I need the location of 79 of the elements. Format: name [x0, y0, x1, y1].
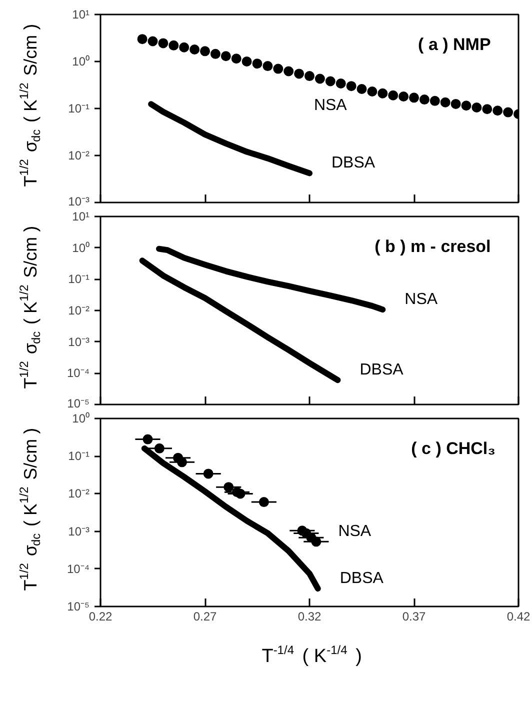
- point: [472, 102, 482, 112]
- point: [311, 536, 322, 547]
- point: [346, 81, 356, 92]
- point: [220, 51, 231, 62]
- point: [231, 54, 242, 64]
- point: [492, 106, 503, 116]
- series-label: NSA: [338, 523, 372, 540]
- y-tick-label: 10⁻²: [68, 486, 90, 501]
- point: [378, 88, 388, 98]
- point: [235, 488, 246, 499]
- point: [154, 443, 164, 454]
- point: [179, 42, 190, 52]
- point: [440, 97, 450, 108]
- point: [409, 92, 419, 103]
- y-tick-label: 10⁻¹: [68, 272, 90, 286]
- text: ( b ) m - cresol: [374, 237, 491, 256]
- point: [461, 100, 472, 111]
- point: [258, 497, 269, 508]
- y-tick-label: 10⁻⁵: [67, 396, 90, 410]
- y-tick-label: 10⁻⁵: [67, 600, 90, 614]
- y-tick-label: 10⁻¹: [68, 102, 90, 116]
- y-tick-label: 10⁰: [72, 54, 90, 68]
- point: [398, 92, 409, 102]
- x-tick-label: 0.37: [402, 610, 426, 624]
- x-tick-label: 0.27: [193, 610, 218, 624]
- point: [503, 107, 514, 118]
- point: [200, 46, 210, 56]
- point: [367, 86, 378, 96]
- point: [294, 68, 304, 79]
- point: [224, 482, 234, 492]
- x-tick-label: 0.32: [298, 610, 322, 624]
- point: [430, 96, 440, 106]
- point: [314, 74, 325, 84]
- y-axis-title: T1/2 σdc ( K1/2 S/cm ): [17, 24, 43, 187]
- point: [177, 457, 188, 468]
- y-tick-label: 10⁰: [72, 240, 90, 255]
- point: [137, 34, 148, 44]
- point: [148, 36, 158, 46]
- point: [142, 434, 153, 444]
- series-label: NSA: [404, 291, 438, 308]
- y-tick-label: 10⁰: [72, 412, 90, 426]
- y-tick-label: 10⁻²: [68, 148, 90, 162]
- series-label: DBSA: [332, 154, 376, 172]
- y-tick-label: 10¹: [72, 210, 90, 224]
- y-tick-label: 10¹: [72, 8, 90, 22]
- point: [419, 94, 430, 105]
- y-tick-label: 10⁻²: [68, 304, 90, 318]
- point: [482, 104, 492, 114]
- point: [242, 56, 252, 66]
- point: [304, 71, 314, 82]
- series-label: NSA: [314, 96, 348, 114]
- y-tick-label: 10⁻⁴: [66, 562, 90, 576]
- series-label: DBSA: [360, 362, 404, 379]
- y-tick-label: 10⁻³: [68, 334, 90, 349]
- text: ( a ) NMP: [418, 35, 491, 54]
- point: [388, 90, 398, 100]
- y-axis-title: T1/2 σdc ( K1/2 S/cm ): [17, 226, 43, 389]
- y-axis-title: T1/2 σdc ( K1/2 S/cm ): [17, 428, 43, 591]
- point: [190, 44, 200, 54]
- y-tick-label: 10⁻¹: [68, 449, 90, 464]
- point: [336, 78, 346, 89]
- y-tick-label: 10⁻³: [68, 194, 90, 208]
- point: [210, 48, 220, 59]
- point: [168, 40, 179, 50]
- point: [262, 61, 273, 72]
- point: [158, 38, 168, 48]
- point: [284, 66, 294, 76]
- x-tick-label: 0.22: [88, 610, 113, 624]
- point: [252, 58, 262, 69]
- point: [356, 84, 367, 94]
- series-label: DBSA: [340, 570, 384, 588]
- text: ( c ) CHCl₃: [411, 439, 496, 458]
- point: [273, 64, 284, 74]
- point: [325, 76, 336, 86]
- point: [450, 98, 461, 109]
- y-tick-label: 10⁻³: [68, 524, 90, 538]
- y-tick-label: 10⁻⁴: [66, 366, 90, 380]
- x-tick-label: 0.42: [506, 610, 531, 624]
- point: [203, 468, 214, 479]
